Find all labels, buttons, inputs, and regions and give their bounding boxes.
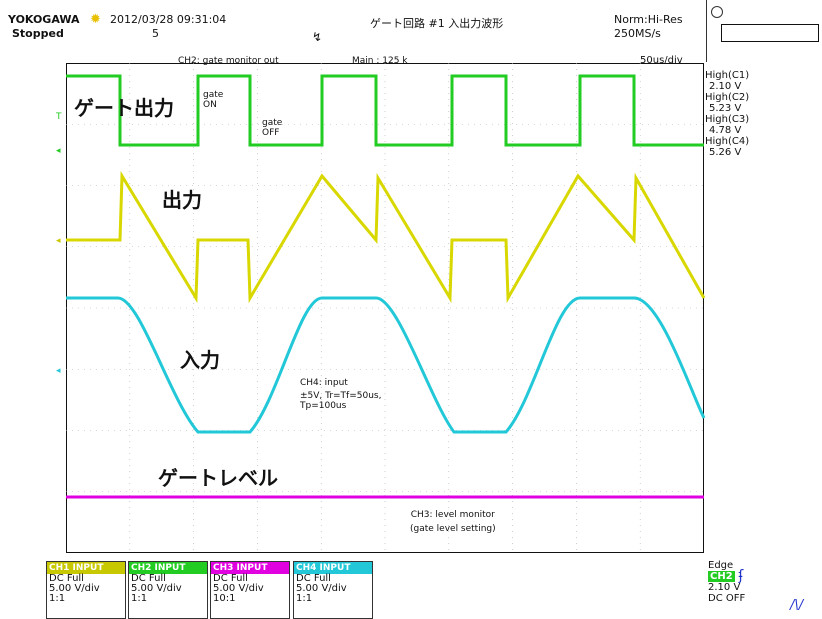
hf-reject-icon: /\/ [790, 598, 804, 613]
rising-edge-icon: ʄ [738, 568, 744, 584]
sun-icon: ✹ [90, 12, 101, 27]
datetime: 2012/03/28 09:31:04 [110, 13, 227, 26]
ch3-note: CH3: level monitor (gate level setting) [410, 510, 496, 534]
ch2-probe: 1:1 [131, 593, 148, 604]
ch3-coupling: DC Full [213, 573, 248, 584]
ch3-probe: 10:1 [213, 593, 236, 604]
trigger-hf: DC OFF [708, 593, 746, 604]
measurements-panel: High(C1) 2.10 V High(C2) 5.23 V High(C3) 4.… [705, 70, 749, 158]
trigger-level: 2.10 V [708, 582, 741, 593]
ch1-scale: 5.00 V/div [49, 583, 100, 594]
ch4-ground-marker[interactable]: ◂ [56, 366, 61, 376]
ch1-header: CH1 INPUT [47, 562, 125, 574]
ch1-coupling: DC Full [49, 573, 84, 584]
status-panel [706, 0, 822, 62]
ch2-note: CH2: gate monitor out [178, 56, 279, 66]
label-gate-level: ゲートレベル [158, 466, 278, 490]
ch4-note: CH4: input ±5V, Tr=Tf=50us, Tp=100us [300, 378, 382, 411]
ch3-scale: 5.00 V/div [213, 583, 264, 594]
gate-on-note: gate ON [203, 90, 224, 110]
ch1-settings[interactable]: CH1 INPUT DC Full 5.00 V/div 1:1 [46, 561, 126, 619]
ch3-settings[interactable]: CH3 INPUT DC Full 5.00 V/div 10:1 [210, 561, 290, 619]
ch4-scale: 5.00 V/div [296, 583, 347, 594]
ch2-ground-marker[interactable]: ◂ [56, 146, 61, 156]
main-note: Main : 125 k [352, 56, 408, 66]
ch2-coupling: DC Full [131, 573, 166, 584]
ch1-probe: 1:1 [49, 593, 66, 604]
ch4-header: CH4 INPUT [294, 562, 372, 574]
trigger-panel[interactable]: Edge CH2 ʄ 2.10 V DC OFF [708, 560, 745, 604]
ch2-gate-trace [66, 74, 704, 147]
ch3-header: CH3 INPUT [211, 562, 289, 574]
ch4-probe: 1:1 [296, 593, 313, 604]
ch4-coupling: DC Full [296, 573, 331, 584]
acq-count: 5 [152, 27, 159, 40]
ch2-settings[interactable]: CH2 INPUT DC Full 5.00 V/div 1:1 [128, 561, 208, 619]
ch1-output-trace [66, 170, 706, 304]
trigger-mark-icon: ↯ [312, 30, 323, 44]
trigger-type: Edge [708, 560, 734, 571]
screen-title: ゲート回路 #1 入出力波形 [370, 17, 504, 30]
acq-mode: Norm:Hi-Res [614, 13, 683, 26]
sample-rate: 250MS/s [614, 27, 661, 40]
label-output: 出力 [162, 188, 202, 212]
acq-status: Stopped [12, 27, 64, 40]
measure-c1: High(C1) 2.10 V [705, 70, 750, 92]
ch2-scale: 5.00 V/div [131, 583, 182, 594]
ch4-input-trace [66, 296, 706, 434]
ch4-settings[interactable]: CH4 INPUT DC Full 5.00 V/div 1:1 [293, 561, 373, 619]
measure-c4: High(C4) 5.26 V [705, 136, 750, 158]
gate-off-note: gate OFF [262, 118, 283, 138]
label-input: 入力 [180, 348, 220, 372]
trigger-level-marker[interactable]: T [56, 112, 62, 122]
ch1-ground-marker[interactable]: ◂ [56, 236, 61, 246]
status-box[interactable] [721, 24, 819, 42]
trigger-source: CH2 [708, 571, 735, 582]
refresh-icon[interactable] [711, 6, 723, 18]
ch2-header: CH2 INPUT [129, 562, 207, 574]
measure-c2: High(C2) 5.23 V [705, 92, 750, 114]
timebase: 50us/div [640, 55, 683, 66]
brand-logo: YOKOGAWA [8, 13, 80, 26]
measure-c3: High(C3) 4.78 V [705, 114, 750, 136]
label-gate-out: ゲート出力 [74, 96, 174, 120]
